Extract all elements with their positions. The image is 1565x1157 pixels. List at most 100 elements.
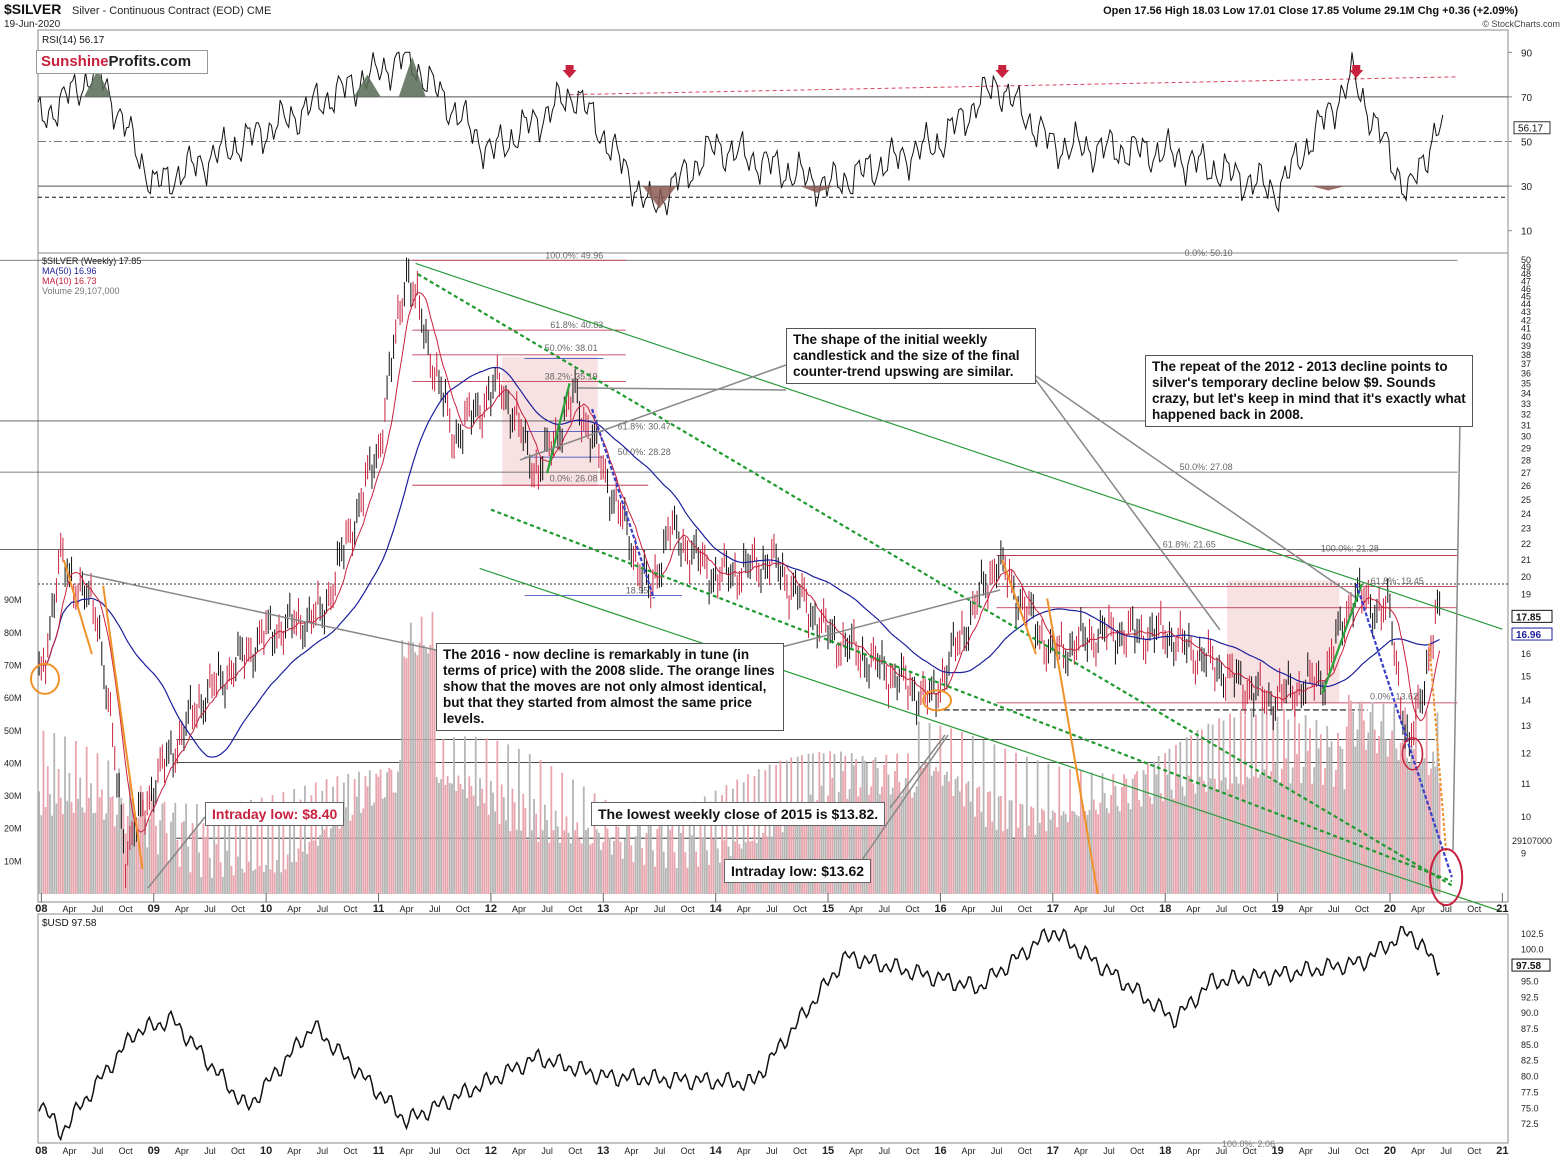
volume-bar	[420, 616, 423, 894]
volume-bar	[682, 806, 685, 894]
usd-x-tick: Jul	[317, 1146, 329, 1156]
price-tick-label: 13	[1521, 721, 1531, 731]
volume-bar	[948, 781, 950, 894]
volume-bar	[150, 794, 153, 894]
volume-bar	[70, 802, 73, 894]
volume-bar	[362, 808, 365, 894]
volume-bar	[1315, 719, 1318, 894]
volume-bar	[1008, 800, 1011, 894]
usd-x-tick: Apr	[400, 1146, 414, 1156]
volume-bar	[965, 783, 968, 894]
usd-x-tick: 08	[35, 1145, 47, 1157]
volume-bar	[911, 797, 914, 894]
volume-bar	[53, 733, 56, 894]
volume-bar	[1095, 809, 1097, 894]
volume-bar	[716, 848, 719, 894]
volume-bar	[1015, 752, 1017, 894]
analog-orange-projection	[1428, 643, 1448, 854]
volume-bar	[278, 807, 280, 894]
volume-bar	[111, 796, 114, 894]
volume-tag-label: 29107000	[1512, 836, 1552, 846]
volume-bar	[1105, 808, 1108, 894]
volume-bar	[1248, 778, 1251, 894]
volume-bar	[1417, 766, 1419, 894]
volume-bar	[924, 763, 927, 894]
logo-part-2: Profits.com	[108, 53, 192, 70]
usd-x-tick: 16	[934, 1145, 946, 1157]
usd-x-tick: Apr	[624, 1146, 638, 1156]
usd-tick-label: 90.0	[1521, 1008, 1539, 1018]
volume-bar	[1116, 805, 1119, 894]
rsi-tick-label: 50	[1521, 138, 1533, 149]
volume-bar	[252, 870, 254, 894]
chart-date: 19-Jun-2020	[4, 19, 61, 30]
volume-bar	[1319, 734, 1322, 894]
usd-x-tick: Oct	[1467, 1146, 1482, 1156]
volume-bar	[87, 797, 90, 894]
volume-bar	[409, 622, 412, 894]
volume-bar	[94, 812, 97, 894]
volume-bar	[872, 759, 875, 894]
volume-bar	[561, 772, 564, 894]
volume-bar	[920, 766, 922, 894]
volume-bar	[96, 753, 99, 894]
volume-bar	[1097, 814, 1100, 894]
usd-x-tick: Oct	[905, 1146, 920, 1156]
volume-bar	[1239, 710, 1242, 894]
volume-bar	[256, 814, 259, 894]
volume-bar	[1017, 827, 1020, 894]
volume-bar	[1334, 769, 1337, 894]
price-x-tick: Apr	[175, 904, 189, 914]
volume-bar	[753, 776, 756, 894]
volume-bar	[438, 782, 440, 894]
usd-x-tick: Oct	[568, 1146, 583, 1156]
volume-bar	[325, 779, 328, 894]
usd-x-tick: 21	[1496, 1145, 1508, 1157]
volume-bar	[1114, 785, 1117, 894]
volume-bar	[1252, 776, 1255, 894]
volume-bar	[394, 792, 397, 894]
usd-x-tick: Apr	[737, 1146, 751, 1156]
volume-bar	[161, 803, 164, 894]
rsi-oversold-fill	[1311, 186, 1346, 191]
fib-label: 38.2%: 35.19	[545, 372, 598, 382]
volume-bar	[1006, 828, 1009, 894]
volume-bar	[342, 782, 345, 894]
usd-x-tick: Apr	[849, 1146, 863, 1156]
volume-bar	[520, 830, 522, 894]
usd-x-tick: Apr	[62, 1146, 76, 1156]
volume-bar	[187, 846, 190, 894]
volume-bar	[1064, 814, 1067, 894]
volume-bar	[1036, 760, 1039, 894]
volume-bar	[401, 640, 404, 894]
rsi-tick-label: 30	[1521, 182, 1533, 193]
rsi-tick-label: 90	[1521, 48, 1533, 59]
volume-bar	[1125, 778, 1128, 894]
fib-label: 100.0%: 49.96	[545, 250, 603, 260]
volume-bar	[1244, 715, 1247, 894]
volume-bar	[630, 845, 633, 894]
volume-bar	[786, 760, 788, 894]
volume-bar	[180, 822, 183, 894]
volume-bar	[831, 777, 834, 894]
volume-bar	[1060, 815, 1063, 894]
volume-bar	[708, 864, 711, 894]
volume-bar	[736, 779, 739, 894]
price-tick-label: 36	[1521, 369, 1531, 379]
volume-bar	[1386, 756, 1389, 894]
volume-bar	[1211, 724, 1214, 894]
volume-bar	[403, 656, 406, 894]
volume-bar	[1056, 827, 1058, 894]
channel-lower	[479, 567, 1503, 913]
shape-callout: The shape of the initial weekly candlest…	[786, 328, 1036, 384]
volume-bar	[355, 796, 358, 894]
price-tick-label: 26	[1521, 481, 1531, 491]
volume-bar	[548, 842, 551, 894]
volume-bar	[1025, 756, 1028, 894]
volume-bar	[1209, 778, 1212, 894]
volume-bar	[1391, 730, 1393, 894]
callout-connector	[147, 816, 206, 889]
volume-bar	[987, 792, 989, 894]
volume-bar	[1399, 742, 1402, 894]
volume-bar	[1270, 771, 1272, 894]
